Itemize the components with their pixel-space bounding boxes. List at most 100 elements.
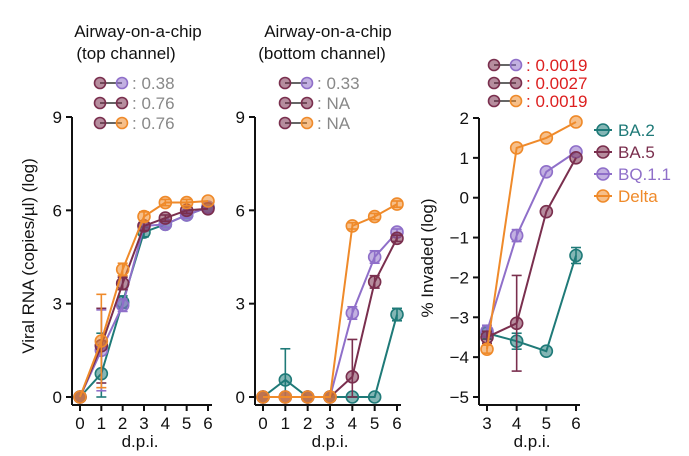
data-point [367, 209, 382, 224]
data-point [539, 204, 554, 219]
p-value-label: : 0.0019 [526, 56, 587, 75]
legend-label: BA.2 [618, 121, 655, 140]
y-tick-label: 1 [460, 149, 469, 168]
p-value-row: : 0.33 [278, 74, 360, 93]
p-value-row: : 0.76 [93, 94, 175, 113]
comparison-marker [115, 96, 129, 110]
comparison-marker [487, 58, 501, 72]
x-tick-label: 2 [118, 414, 127, 433]
p-value-row: : 0.38 [93, 74, 175, 93]
y-tick-label: 3 [236, 295, 245, 314]
data-point [569, 151, 583, 165]
data-point [367, 390, 382, 404]
data-point [278, 390, 293, 404]
panel-1-title-line-1: Airway-on-a-chip [74, 22, 202, 41]
series-line [486, 255, 577, 353]
data-point [480, 330, 494, 345]
data-point [367, 275, 382, 289]
y-tick-label: 9 [236, 108, 245, 127]
y-tick-label: 0 [460, 189, 469, 208]
panel-2-title-line-1: Airway-on-a-chip [264, 22, 392, 41]
y-tick-label: −5 [450, 388, 469, 407]
comparison-marker [487, 76, 501, 90]
comparison-marker [278, 76, 292, 90]
p-value-label: : NA [317, 94, 351, 113]
p-value-row: : NA [278, 114, 351, 133]
data-point [179, 195, 194, 210]
x-tick-label: 5 [370, 414, 379, 433]
panel-2-title-line-2: (bottom channel) [258, 44, 386, 63]
p-value-row: : 0.76 [93, 114, 175, 133]
y-tick-label: 6 [236, 201, 245, 220]
p-value-label: : 0.0027 [526, 74, 587, 93]
data-point [278, 373, 293, 387]
data-point [390, 307, 404, 322]
y-tick-label: −3 [450, 308, 469, 327]
x-tick-label: 4 [512, 414, 521, 433]
panel-1-title-line-2: (top channel) [76, 44, 175, 63]
y-tick-label: −2 [450, 268, 469, 287]
x-tick-label: 4 [161, 414, 170, 433]
data-point [569, 248, 583, 263]
p-value-annotations: : 0.38: 0.76: 0.76: 0.33: NA: NA: 0.0019… [93, 56, 587, 133]
p-value-row: : 0.0019 [487, 56, 587, 75]
data-point [345, 369, 360, 384]
panel-2-x-axis-label: d.p.i. [312, 432, 349, 451]
comparison-marker [93, 76, 107, 90]
y-tick-label: −1 [450, 229, 469, 248]
comparison-marker [278, 96, 292, 110]
comparison-marker [93, 96, 107, 110]
series-line [486, 157, 577, 339]
data-point [323, 390, 337, 404]
legend-item-ba2: BA.2 [594, 121, 655, 140]
legend-label: BQ.1.1 [618, 165, 671, 184]
comparison-marker [487, 94, 501, 108]
series-delta [480, 115, 583, 356]
comparison-marker [509, 76, 523, 90]
panel-3-x-axis-label: d.p.i. [514, 432, 551, 451]
comparison-marker [300, 76, 314, 90]
x-tick-label: 3 [139, 414, 148, 433]
legend-item-bq11: BQ.1.1 [594, 165, 671, 184]
y-tick-label: 6 [53, 201, 62, 220]
legend-marker [596, 123, 610, 137]
legend-marker [596, 145, 610, 159]
p-value-label: : 0.0019 [526, 92, 587, 111]
data-point [539, 131, 554, 145]
data-point [256, 390, 270, 404]
x-tick-label: 3 [482, 414, 491, 433]
x-tick-label: 0 [258, 414, 267, 433]
p-value-label: : 0.76 [132, 114, 175, 133]
data-point [509, 228, 524, 243]
p-value-label: : NA [317, 114, 351, 133]
x-tick-label: 1 [97, 414, 106, 433]
data-point [158, 195, 173, 210]
series-delta [73, 194, 215, 404]
series-line [263, 203, 398, 398]
data-point [539, 344, 554, 358]
x-tick-label: 4 [348, 414, 357, 433]
comparison-marker [93, 116, 107, 130]
series-line [486, 151, 577, 332]
p-value-label: : 0.76 [132, 94, 175, 113]
legend-label: Delta [618, 187, 658, 206]
y-tick-label: 9 [53, 108, 62, 127]
p-value-row: : 0.0027 [487, 74, 587, 93]
comparison-marker [300, 116, 314, 130]
y-tick-label: 2 [460, 109, 469, 128]
legend-marker [596, 189, 610, 203]
series-delta [256, 197, 404, 404]
panel-3: −5 −4 −3 −2 −1 0 1 2 3 4 5 6 [450, 109, 583, 433]
series-ba2 [256, 307, 404, 404]
data-point [480, 342, 494, 356]
x-tick-label: 6 [203, 414, 212, 433]
comparison-marker [115, 116, 129, 130]
y-tick-label: 3 [53, 295, 62, 314]
data-point [201, 194, 215, 208]
comparison-marker [509, 58, 523, 72]
data-point [137, 209, 151, 224]
data-point [158, 211, 173, 225]
